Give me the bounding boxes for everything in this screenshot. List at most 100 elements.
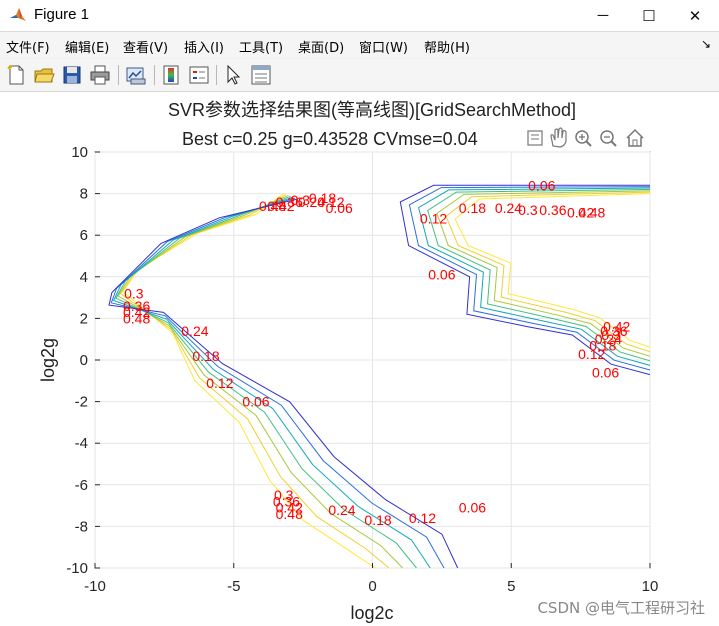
menu-file[interactable]: 文件(F) <box>6 41 50 56</box>
contour-label: 0.36 <box>600 323 627 339</box>
maximize-button[interactable]: ☐ <box>626 0 672 31</box>
window-title-bar[interactable]: Figure 1 ─ ☐ ✕ <box>0 0 719 32</box>
y-tick-label: 4 <box>80 269 88 286</box>
contour-label: 0.48 <box>123 310 150 326</box>
link-plot-icon[interactable] <box>125 64 147 86</box>
y-tick-label: 0 <box>80 352 88 369</box>
x-tick-label: 0 <box>368 578 376 595</box>
contour-label: 0.24 <box>181 323 208 339</box>
open-file-icon[interactable] <box>33 64 55 86</box>
contour-label: 0.06 <box>592 364 619 380</box>
contour-line <box>108 198 459 569</box>
contour-label: 0.42 <box>567 204 594 220</box>
contour-line <box>119 194 390 569</box>
contour-label: 0.3 <box>291 192 311 208</box>
contour-label: 0.06 <box>528 177 555 193</box>
contour-line <box>427 188 651 362</box>
property-inspector-icon[interactable] <box>250 64 272 86</box>
y-tick-label: 10 <box>71 144 88 161</box>
contour-label: 0.12 <box>578 346 605 362</box>
contour-label: 0.06 <box>459 500 486 516</box>
menu-desktop[interactable]: 桌面(D) <box>298 41 345 56</box>
contour-label: 0.24 <box>495 200 522 216</box>
chart-title: SVR参数选择结果图(等高线图)[GridSearchMethod] <box>168 100 576 120</box>
zoom-out-icon[interactable] <box>600 130 617 147</box>
contour-label: 0.36 <box>276 194 303 210</box>
close-button[interactable]: ✕ <box>672 0 718 31</box>
toolbar-separator <box>154 65 155 85</box>
y-tick-label: -10 <box>66 560 88 577</box>
contour-line <box>454 193 651 348</box>
contour-line <box>122 193 376 569</box>
chart-subtitle: Best c=0.25 g=0.43528 CVmse=0.04 <box>182 129 478 149</box>
matlab-logo-icon <box>10 8 26 21</box>
menu-bar: 文件(F) 编辑(E) 查看(V) 插入(I) 工具(T) 桌面(D) 窗口(W… <box>0 32 719 58</box>
contour-line <box>445 191 651 353</box>
contour-lines <box>108 184 651 569</box>
insert-legend-icon[interactable] <box>188 64 210 86</box>
y-tick-label: -6 <box>75 477 88 494</box>
menu-help[interactable]: 帮助(H) <box>424 41 470 56</box>
y-tick-label: -2 <box>75 394 88 411</box>
minimize-button[interactable]: ─ <box>580 0 626 31</box>
watermark: CSDN @电气工程研习社 <box>537 599 705 617</box>
contour-label: 0.3 <box>274 487 294 503</box>
contour-label: 0.3 <box>601 327 621 343</box>
export-icon[interactable] <box>527 130 543 146</box>
toolbar-separator <box>216 65 217 85</box>
contour-line <box>115 195 417 569</box>
contour-label: 0.18 <box>364 512 391 528</box>
contour-label: 0.48 <box>276 506 303 522</box>
menu-window[interactable]: 窗口(W) <box>359 41 408 56</box>
y-axis-label: log2g <box>38 338 58 382</box>
insert-colorbar-icon[interactable] <box>160 64 182 86</box>
new-figure-icon[interactable] <box>5 64 27 86</box>
maximize-icon: ☐ <box>642 7 656 25</box>
contour-label: 0.36 <box>123 298 150 314</box>
x-tick-label: -10 <box>84 578 106 595</box>
contour-labels: 0.060.120.18 0.240.3 0.36 0.420.480.060.060… <box>123 177 631 528</box>
figure-toolbar <box>0 59 719 92</box>
home-icon[interactable] <box>626 128 644 147</box>
x-tick-label: 5 <box>507 578 515 595</box>
contour-label: 0.3 <box>518 202 538 218</box>
close-icon: ✕ <box>688 7 702 25</box>
x-tick-label: -5 <box>227 578 240 595</box>
contour-line <box>110 197 445 569</box>
x-tick-label: 10 <box>642 578 659 595</box>
contour-label: 0.12 <box>420 211 447 227</box>
axis-ticks: -10 -5 0 5 10 -10 -8 -6 -4 -2 0 2 4 6 8 10 <box>66 144 658 595</box>
contour-label: 0.48 <box>259 198 286 214</box>
contour-label: 0.18 <box>459 200 486 216</box>
x-axis-label: log2c <box>350 603 393 623</box>
contour-label: 0.18 <box>589 337 616 353</box>
contour-label: 0.18 <box>309 190 336 206</box>
contour-label: 0.06 <box>428 267 455 283</box>
contour-label: 0.42 <box>267 198 294 214</box>
print-icon[interactable] <box>89 64 111 86</box>
contour-plot[interactable]: SVR参数选择结果图(等高线图)[GridSearchMethod] Best … <box>0 92 719 626</box>
y-tick-label: -4 <box>75 435 88 452</box>
contour-line <box>408 186 651 371</box>
dock-figure-icon[interactable]: ↘ <box>700 37 711 51</box>
edit-plot-icon[interactable] <box>222 64 244 86</box>
menu-view[interactable]: 查看(V) <box>123 41 169 56</box>
save-icon[interactable] <box>61 64 83 86</box>
menu-edit[interactable]: 编辑(E) <box>65 41 110 56</box>
contour-label: 0.12 <box>317 194 344 210</box>
contour-label: 0.36 <box>273 493 300 509</box>
contour-label: 0.48 <box>578 204 605 220</box>
contour-label: 0.36 <box>539 202 566 218</box>
y-tick-label: -8 <box>75 518 88 535</box>
contour-label: 0.06 <box>242 394 269 410</box>
contour-label: 0.24 <box>328 502 355 518</box>
contour-line <box>399 184 651 376</box>
menu-tools[interactable]: 工具(T) <box>239 41 284 56</box>
contour-label: 0.12 <box>206 375 233 391</box>
contour-label: 0.18 <box>192 348 219 364</box>
contour-line <box>418 187 651 366</box>
axes-toolbar <box>524 127 650 149</box>
menu-insert[interactable]: 插入(I) <box>184 41 224 56</box>
pan-icon[interactable] <box>550 127 567 148</box>
zoom-in-icon[interactable] <box>575 130 592 147</box>
